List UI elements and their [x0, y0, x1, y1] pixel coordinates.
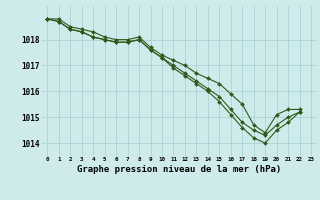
X-axis label: Graphe pression niveau de la mer (hPa): Graphe pression niveau de la mer (hPa): [77, 165, 281, 174]
